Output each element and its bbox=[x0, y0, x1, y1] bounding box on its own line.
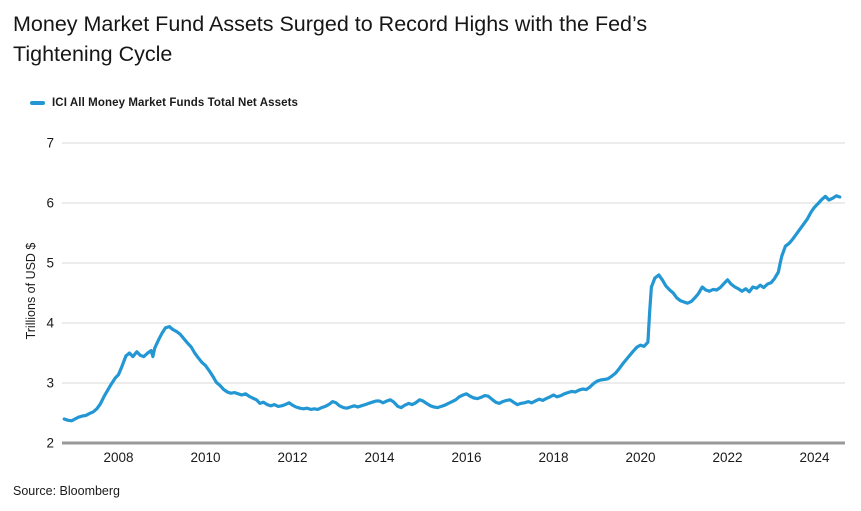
y-tick-label: 4 bbox=[46, 316, 54, 331]
y-tick-label: 5 bbox=[46, 256, 54, 271]
y-tick-label: 6 bbox=[46, 196, 54, 211]
y-tick-label: 2 bbox=[46, 436, 54, 451]
x-tick-label: 2022 bbox=[713, 450, 743, 465]
x-tick-label: 2012 bbox=[278, 450, 308, 465]
legend-label: ICI All Money Market Funds Total Net Ass… bbox=[52, 97, 299, 109]
x-tick-label: 2020 bbox=[626, 450, 656, 465]
x-tick-label: 2010 bbox=[191, 450, 221, 465]
data-line bbox=[62, 194, 842, 423]
x-tick-label: 2016 bbox=[452, 450, 482, 465]
y-tick-label: 7 bbox=[46, 136, 54, 151]
legend: ICI All Money Market Funds Total Net Ass… bbox=[30, 97, 298, 109]
x-tick-label: 2014 bbox=[365, 450, 396, 465]
x-tick-label: 2024 bbox=[800, 450, 831, 465]
chart-title: Money Market Fund Assets Surged to Recor… bbox=[13, 12, 648, 66]
legend-line-swatch bbox=[30, 101, 45, 105]
y-tick-label: 3 bbox=[46, 376, 54, 391]
source-note: Source: Bloomberg bbox=[13, 484, 121, 498]
x-tick-label: 2008 bbox=[104, 450, 134, 465]
x-tick-label: 2018 bbox=[539, 450, 569, 465]
